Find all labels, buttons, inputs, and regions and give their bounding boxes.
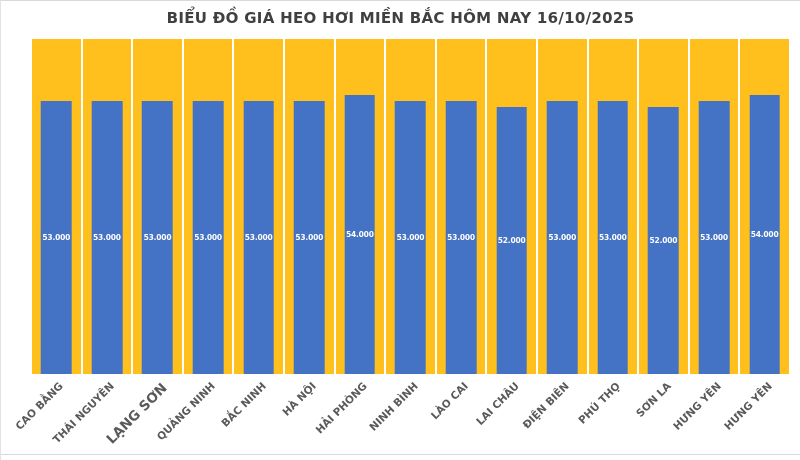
price-bar[interactable]: 53.000	[698, 101, 730, 374]
price-bar[interactable]: 53.000	[91, 101, 123, 374]
bar-value-label: 52.000	[649, 236, 678, 245]
bar-value-label: 54.000	[750, 230, 779, 239]
bar-value-label: 53.000	[548, 233, 577, 242]
bar-value-label: 53.000	[598, 233, 627, 242]
bar-value-label: 53.000	[396, 233, 425, 242]
category-slot: 53.000	[436, 39, 486, 374]
chart-title: BIỂU ĐỒ GIÁ HEO HƠI MIỀN BẮC HÔM NAY 16/…	[166, 9, 635, 27]
category-slot: 53.000	[183, 39, 233, 374]
category-slot: 52.000	[487, 39, 536, 374]
price-bar[interactable]: 54.000	[344, 95, 376, 374]
category-slot: 53.000	[82, 39, 132, 374]
category-slot: 53.000	[32, 39, 81, 374]
category-slot: 53.000	[133, 39, 182, 374]
bottom-divider	[1, 454, 800, 455]
price-bar[interactable]: 54.000	[749, 95, 780, 374]
category-slot: 54.000	[740, 39, 789, 374]
price-bar[interactable]: 53.000	[142, 101, 173, 374]
price-bar[interactable]: 52.000	[648, 107, 679, 374]
bar-value-label: 53.000	[143, 233, 172, 242]
bar-value-label: 53.000	[93, 233, 121, 242]
bar-value-label: 53.000	[700, 233, 728, 242]
plot-area: 53.000 53.000 53.000 53.000 53.000 53.000 54.0…	[32, 39, 789, 374]
price-bar[interactable]: 53.000	[40, 101, 72, 374]
price-bar[interactable]: 53.000	[445, 101, 477, 374]
category-slot: 53.000	[588, 39, 638, 374]
bar-value-label: 53.000	[42, 233, 71, 242]
price-bar[interactable]: 53.000	[192, 101, 224, 374]
price-bar[interactable]: 53.000	[597, 101, 629, 374]
category-slot: 53.000	[284, 39, 334, 374]
category-slot: 53.000	[537, 39, 587, 374]
price-bar[interactable]: 52.000	[496, 107, 527, 374]
price-bar[interactable]: 53.000	[546, 101, 578, 374]
bar-value-label: 53.000	[295, 233, 324, 242]
price-bar[interactable]: 53.000	[243, 101, 274, 374]
category-slot: 52.000	[639, 39, 688, 374]
price-bar[interactable]: 53.000	[395, 101, 426, 374]
bar-value-label: 52.000	[497, 236, 526, 245]
bar-value-label: 53.000	[244, 233, 273, 242]
bar-value-label: 53.000	[194, 233, 222, 242]
bar-value-label: 53.000	[447, 233, 475, 242]
category-slot: 54.000	[335, 39, 385, 374]
category-slot: 53.000	[234, 39, 283, 374]
bar-value-label: 54.000	[345, 230, 374, 239]
category-slot: 53.000	[386, 39, 435, 374]
price-bar[interactable]: 53.000	[293, 101, 325, 374]
category-slot: 53.000	[689, 39, 739, 374]
